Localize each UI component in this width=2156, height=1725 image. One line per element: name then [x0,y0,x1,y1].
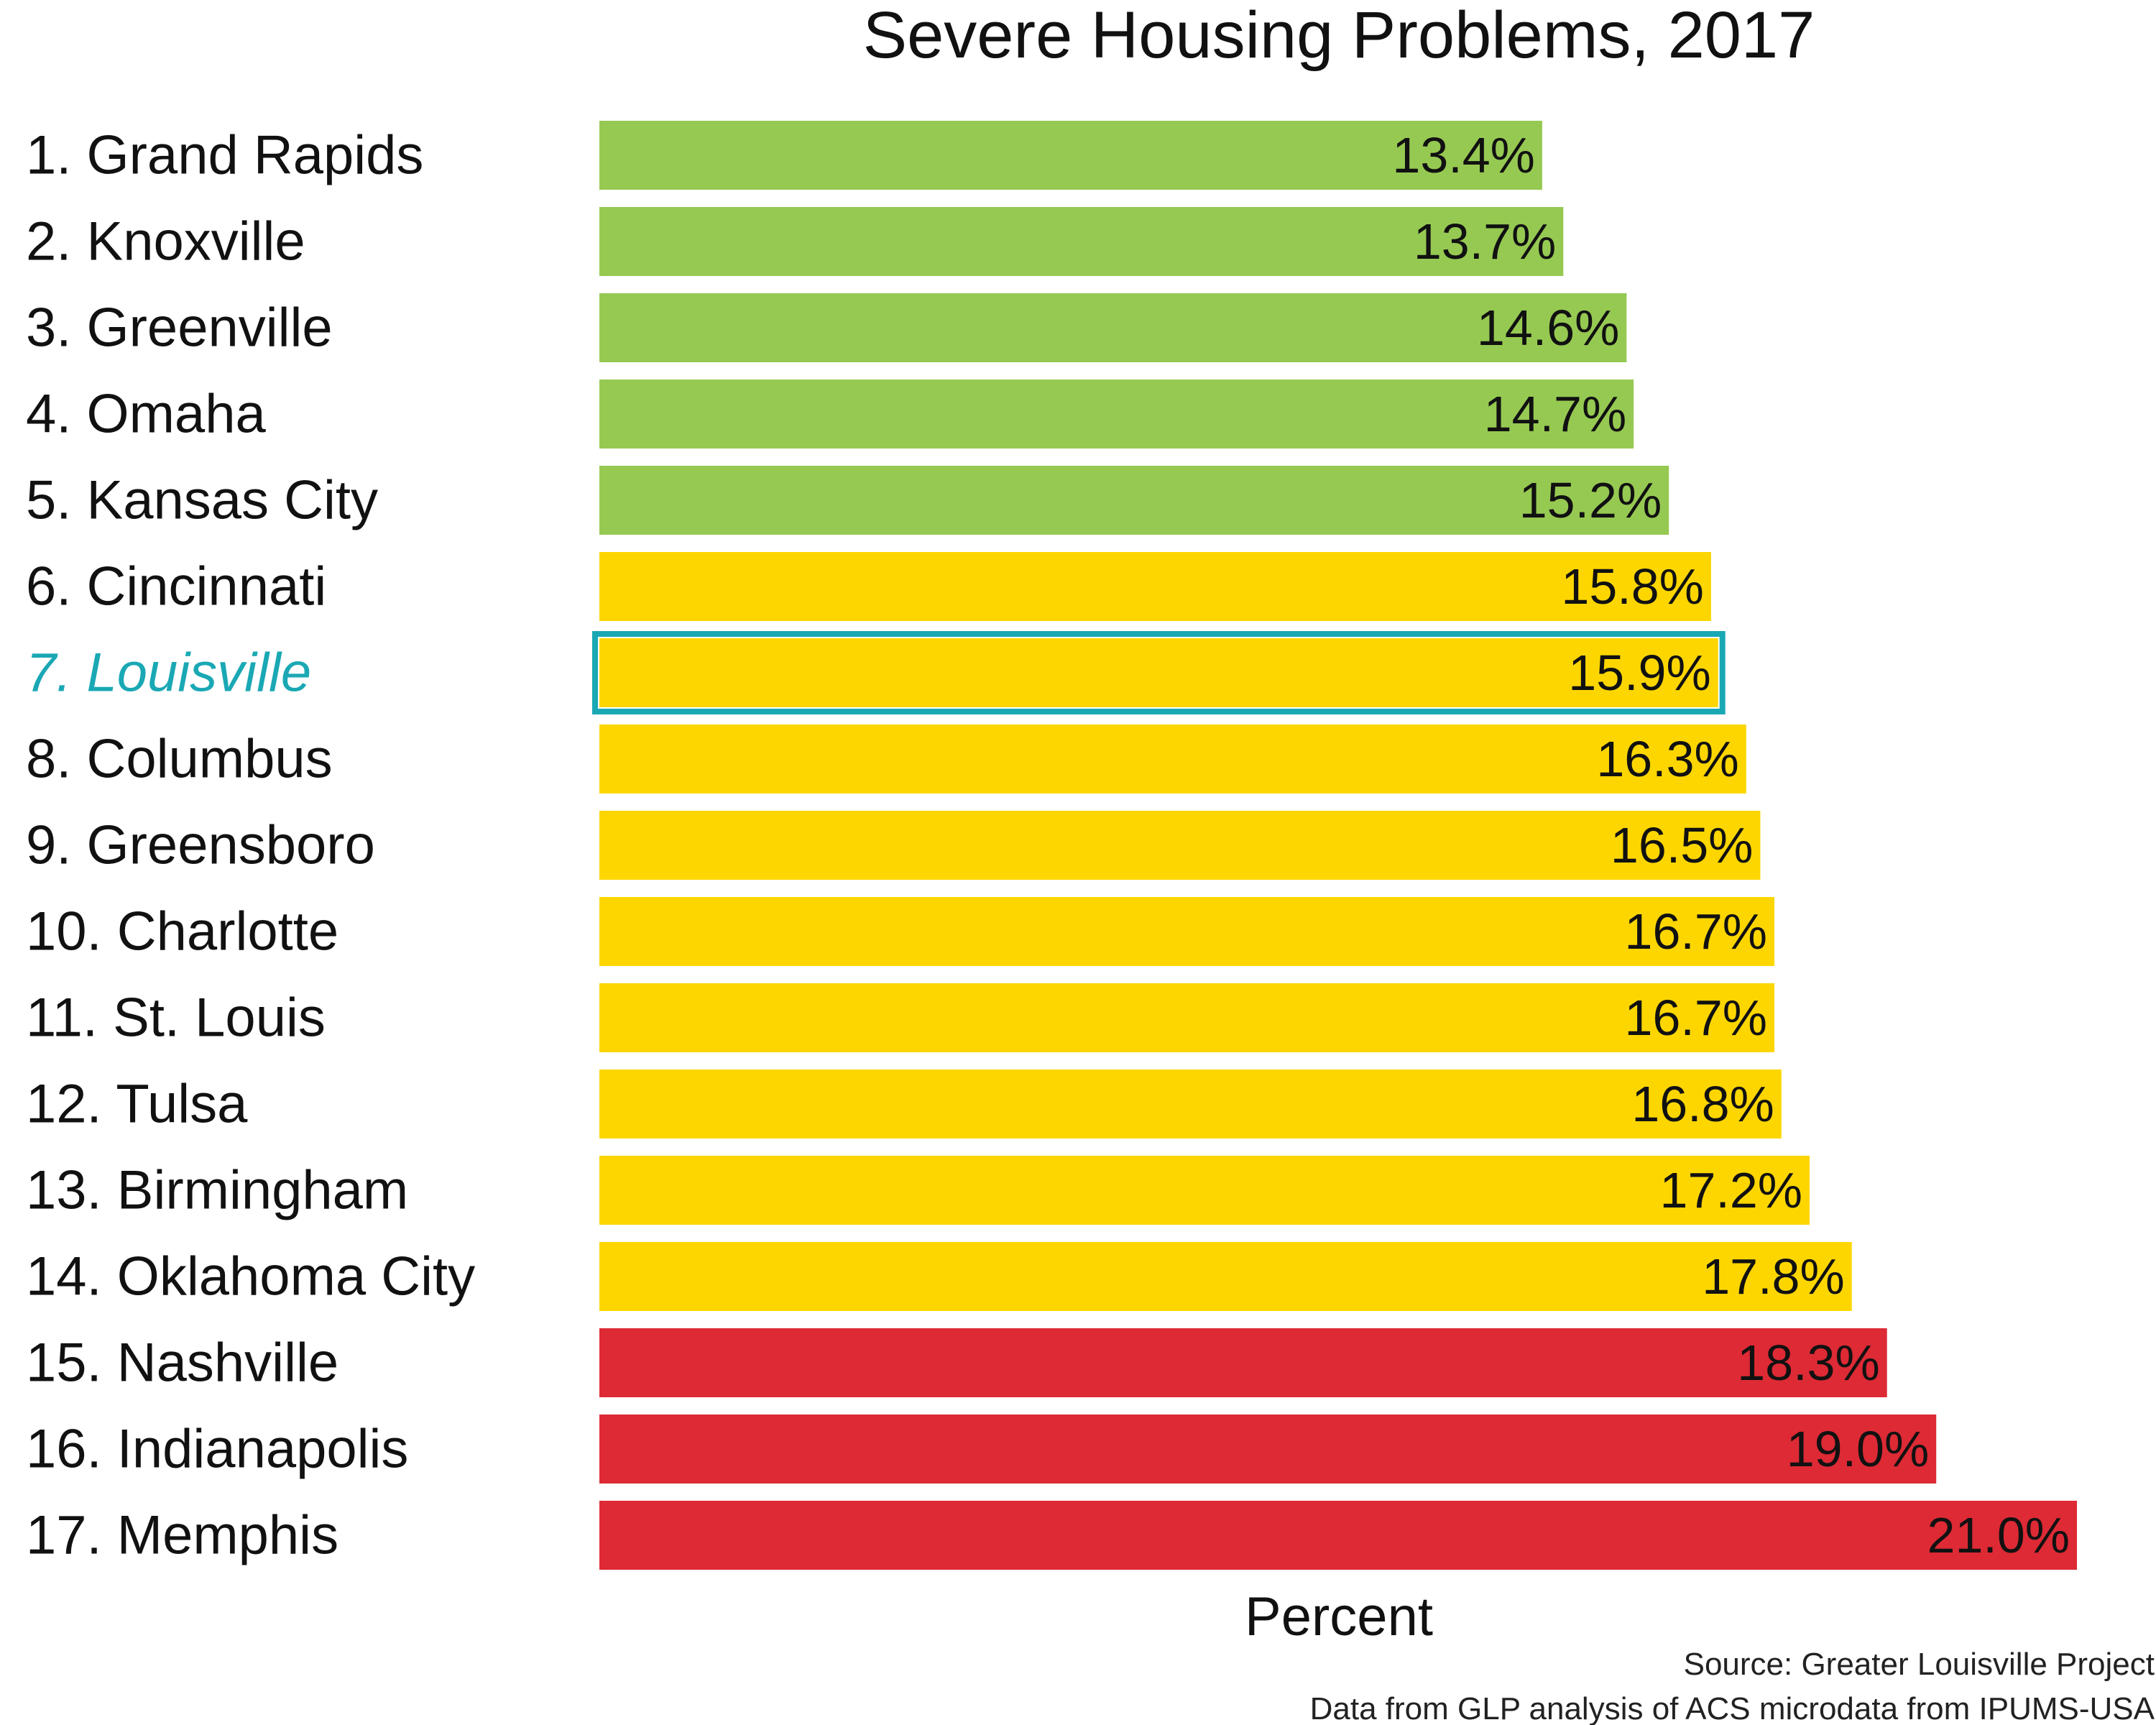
source-line-1: Source: Greater Louisville Project [1684,1647,2155,1682]
bar-15 [599,1328,1887,1397]
bar-14 [599,1242,1852,1311]
bar-5 [599,466,1669,535]
category-label-14: 14. Oklahoma City [26,1246,475,1307]
category-label-7: 7. Louisville [26,643,311,704]
value-label-1: 13.4% [1392,127,1534,183]
value-label-2: 13.7% [1414,213,1556,270]
category-label-16: 16. Indianapolis [26,1419,408,1480]
category-label-12: 12. Tulsa [26,1074,248,1135]
value-label-10: 16.7% [1625,903,1767,960]
value-label-9: 16.5% [1611,817,1753,873]
source-line-2: Data from GLP analysis of ACS microdata … [1310,1691,2155,1725]
value-label-15: 18.3% [1737,1335,1879,1391]
category-label-3: 3. Greenville [26,298,333,359]
value-label-5: 15.2% [1519,472,1662,528]
value-label-11: 16.7% [1625,990,1767,1046]
category-label-5: 5. Kansas City [26,470,378,531]
category-label-17: 17. Memphis [26,1505,338,1566]
bar-1 [599,121,1542,190]
category-label-13: 13. Birmingham [26,1160,408,1221]
x-axis-label: Percent [1245,1586,1433,1647]
category-label-2: 2. Knoxville [26,211,305,272]
highlight-outline [592,631,1726,714]
category-label-15: 15. Nashville [26,1333,338,1394]
value-label-6: 15.8% [1561,558,1703,615]
bar-2 [599,207,1564,276]
category-label-8: 8. Columbus [26,729,333,790]
value-label-3: 14.6% [1477,300,1619,356]
bar-6 [599,552,1711,621]
bar-17 [599,1501,2077,1570]
bar-3 [599,293,1627,362]
value-label-13: 17.2% [1660,1162,1802,1218]
value-label-14: 17.8% [1702,1248,1844,1305]
category-label-9: 9. Greensboro [26,815,375,876]
category-label-10: 10. Charlotte [26,901,338,962]
chart-title: Severe Housing Problems, 2017 [863,0,1815,72]
bar-10 [599,897,1774,966]
bar-16 [599,1414,1937,1484]
category-label-11: 11. St. Louis [26,988,326,1049]
value-labels-group: 13.4% 13.7% 14.6% 14.7% 15.2% 15.8% 15.9% 16.3%… [1392,127,2070,1563]
bar-13 [599,1156,1810,1225]
category-label-4: 4. Omaha [26,384,266,445]
value-label-12: 16.8% [1631,1076,1774,1132]
value-label-8: 16.3% [1596,731,1738,787]
value-label-7: 15.9% [1568,645,1710,701]
bar-8 [599,724,1746,794]
category-labels-group: 1. Grand Rapids 2. Knoxville 3. Greenville… [26,125,475,1566]
bar-7 [599,638,1718,707]
value-label-4: 14.7% [1484,386,1626,442]
bar-11 [599,983,1774,1052]
category-label-1: 1. Grand Rapids [26,125,423,186]
bar-9 [599,811,1761,880]
bar-12 [599,1070,1782,1138]
value-label-16: 19.0% [1787,1421,1929,1477]
bars-group [592,121,2077,1570]
value-label-17: 21.0% [1927,1507,2070,1563]
category-label-6: 6. Cincinnati [26,556,326,617]
bar-4 [599,380,1634,448]
